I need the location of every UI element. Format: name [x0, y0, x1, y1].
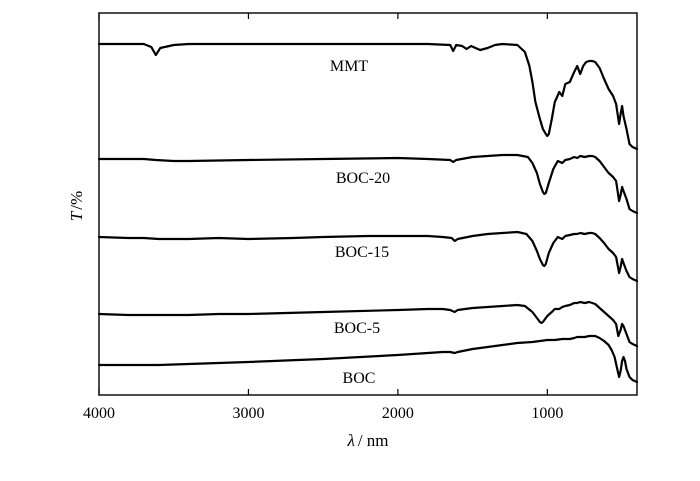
series-line-boc-15	[97, 230, 639, 283]
series-label-boc-5: BOC-5	[334, 320, 380, 337]
x-axis-ticks	[98, 13, 548, 395]
x-axis-tick-labels: 4000 3000 2000 1000	[83, 405, 563, 422]
y-axis-unit: /%	[67, 191, 86, 210]
y-axis-title: T/%	[67, 191, 86, 221]
series-label-mmt: MMT	[330, 58, 368, 75]
x-tick-label-3000: 3000	[232, 405, 264, 422]
x-tick-label-1000: 1000	[531, 405, 563, 422]
series-label-boc-20: BOC-20	[336, 170, 390, 187]
series-line-mmt	[97, 42, 639, 151]
series-labels: MMT BOC-20 BOC-15 BOC-5 BOC	[330, 58, 390, 387]
series-line-boc-5	[97, 300, 639, 348]
x-axis-variable: λ	[346, 431, 354, 450]
series-lines	[97, 42, 639, 384]
x-tick-label-4000: 4000	[83, 405, 115, 422]
x-axis-title: λ / nm	[346, 431, 388, 450]
plot-frame	[98, 12, 638, 396]
series-label-boc: BOC	[343, 370, 376, 387]
series-line-boc	[97, 334, 639, 384]
x-tick-label-2000: 2000	[382, 405, 414, 422]
series-line-boc-20	[97, 153, 639, 215]
series-label-boc-15: BOC-15	[335, 244, 389, 261]
x-axis-unit: / nm	[358, 431, 389, 450]
y-axis-variable: T	[67, 210, 86, 221]
